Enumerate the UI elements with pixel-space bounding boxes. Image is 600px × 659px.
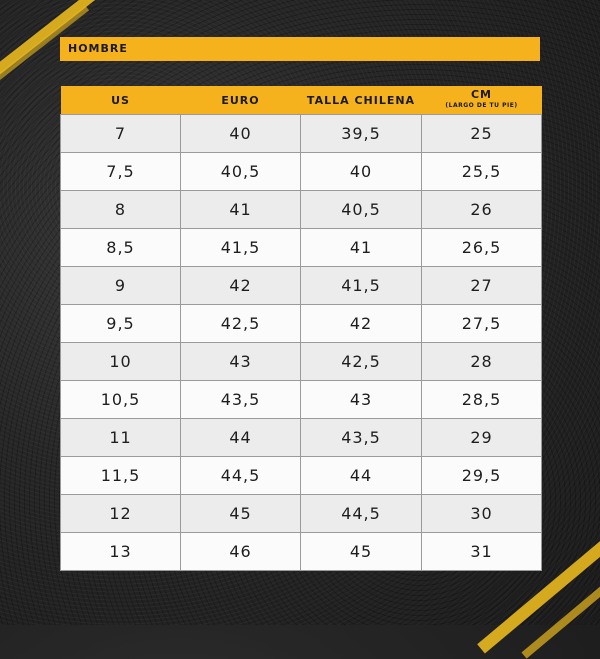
section-title: HOMBRE: [60, 37, 540, 61]
table-row: 12 45 44,5 30: [60, 494, 542, 533]
cell-euro: 42: [180, 266, 301, 305]
cell-us: 13: [60, 532, 181, 571]
cell-euro: 44,5: [180, 456, 301, 495]
table-row: 8,5 41,5 41 26,5: [60, 228, 542, 267]
cell-talla-chilena: 40: [300, 152, 422, 191]
cell-us: 9: [60, 266, 181, 305]
cell-cm: 28,5: [421, 380, 542, 419]
column-header-cm: CM (LARGO DE TU PIE): [421, 86, 542, 115]
cell-cm: 26: [421, 190, 542, 229]
cell-us: 11,5: [60, 456, 181, 495]
cell-euro: 46: [180, 532, 301, 571]
table-row: 13 46 45 31: [60, 532, 542, 571]
cell-us: 11: [60, 418, 181, 457]
table-row: 9 42 41,5 27: [60, 266, 542, 305]
cell-talla-chilena: 40,5: [300, 190, 422, 229]
cell-us: 7,5: [60, 152, 181, 191]
cell-us: 10,5: [60, 380, 181, 419]
cell-talla-chilena: 42: [300, 304, 422, 343]
table-body: 7 40 39,5 25 7,5 40,5 40 25,5 8 41 40,5 …: [60, 114, 542, 571]
cell-us: 9,5: [60, 304, 181, 343]
cell-talla-chilena: 41: [300, 228, 422, 267]
table-row: 10,5 43,5 43 28,5: [60, 380, 542, 419]
cell-euro: 41: [180, 190, 301, 229]
cell-talla-chilena: 39,5: [300, 114, 422, 153]
cell-cm: 26,5: [421, 228, 542, 267]
cell-talla-chilena: 44,5: [300, 494, 422, 533]
cell-us: 8: [60, 190, 181, 229]
table-row: 7,5 40,5 40 25,5: [60, 152, 542, 191]
cell-euro: 43: [180, 342, 301, 381]
cell-talla-chilena: 45: [300, 532, 422, 571]
cell-euro: 42,5: [180, 304, 301, 343]
column-header-cm-sublabel: (LARGO DE TU PIE): [445, 102, 518, 109]
cell-us: 10: [60, 342, 181, 381]
column-header-cm-label: CM: [470, 88, 493, 101]
cell-euro: 40: [180, 114, 301, 153]
column-header-us: US: [60, 86, 181, 115]
cell-euro: 43,5: [180, 380, 301, 419]
size-chart-table: US EURO TALLA CHILENA CM (LARGO DE TU PI…: [60, 86, 542, 571]
cell-cm: 31: [421, 532, 542, 571]
cell-cm: 28: [421, 342, 542, 381]
table-row: 11 44 43,5 29: [60, 418, 542, 457]
column-header-euro: EURO: [180, 86, 301, 115]
cell-talla-chilena: 43: [300, 380, 422, 419]
cell-euro: 40,5: [180, 152, 301, 191]
table-row: 9,5 42,5 42 27,5: [60, 304, 542, 343]
cell-talla-chilena: 44: [300, 456, 422, 495]
cell-cm: 27,5: [421, 304, 542, 343]
cell-euro: 41,5: [180, 228, 301, 267]
table-row: 11,5 44,5 44 29,5: [60, 456, 542, 495]
cell-cm: 25: [421, 114, 542, 153]
cell-us: 7: [60, 114, 181, 153]
cell-euro: 44: [180, 418, 301, 457]
table-header: US EURO TALLA CHILENA CM (LARGO DE TU PI…: [60, 86, 542, 115]
table-row: 10 43 42,5 28: [60, 342, 542, 381]
cell-talla-chilena: 43,5: [300, 418, 422, 457]
column-header-talla-chilena: TALLA CHILENA: [300, 86, 422, 115]
cell-euro: 45: [180, 494, 301, 533]
cell-us: 12: [60, 494, 181, 533]
cell-cm: 27: [421, 266, 542, 305]
cell-cm: 29: [421, 418, 542, 457]
cell-cm: 30: [421, 494, 542, 533]
cell-cm: 29,5: [421, 456, 542, 495]
table-row: 8 41 40,5 26: [60, 190, 542, 229]
cell-talla-chilena: 42,5: [300, 342, 422, 381]
cell-us: 8,5: [60, 228, 181, 267]
cell-cm: 25,5: [421, 152, 542, 191]
table-row: 7 40 39,5 25: [60, 114, 542, 153]
cell-talla-chilena: 41,5: [300, 266, 422, 305]
